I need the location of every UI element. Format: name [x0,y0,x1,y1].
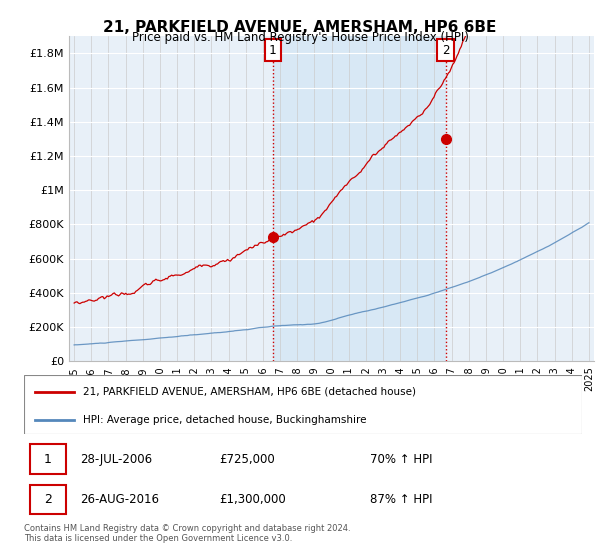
Text: Price paid vs. HM Land Registry's House Price Index (HPI): Price paid vs. HM Land Registry's House … [131,31,469,44]
Text: 21, PARKFIELD AVENUE, AMERSHAM, HP6 6BE (detached house): 21, PARKFIELD AVENUE, AMERSHAM, HP6 6BE … [83,386,416,396]
Text: 70% ↑ HPI: 70% ↑ HPI [370,452,433,465]
Text: 87% ↑ HPI: 87% ↑ HPI [370,493,433,506]
Text: 28-JUL-2006: 28-JUL-2006 [80,452,152,465]
Text: 2: 2 [44,493,52,506]
Text: 1: 1 [269,44,277,57]
Text: 21, PARKFIELD AVENUE, AMERSHAM, HP6 6BE: 21, PARKFIELD AVENUE, AMERSHAM, HP6 6BE [103,20,497,35]
Text: £725,000: £725,000 [220,452,275,465]
Text: HPI: Average price, detached house, Buckinghamshire: HPI: Average price, detached house, Buck… [83,415,366,425]
FancyBboxPatch shape [29,485,66,514]
Text: 26-AUG-2016: 26-AUG-2016 [80,493,159,506]
Text: 1: 1 [44,452,52,465]
Text: Contains HM Land Registry data © Crown copyright and database right 2024.
This d: Contains HM Land Registry data © Crown c… [24,524,350,543]
Text: 2: 2 [442,44,449,57]
Bar [272,36,446,361]
Text: £1,300,000: £1,300,000 [220,493,286,506]
FancyBboxPatch shape [29,445,66,474]
